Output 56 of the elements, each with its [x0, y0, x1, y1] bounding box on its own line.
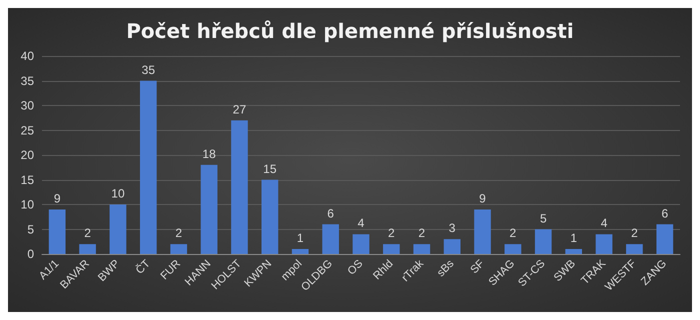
bar [656, 224, 674, 254]
bar [262, 180, 278, 254]
bar [352, 234, 370, 254]
y-tick-label: 5 [27, 222, 34, 236]
data-label: 10 [111, 186, 125, 200]
y-tick-label: 30 [20, 98, 34, 112]
bar [110, 204, 126, 254]
bar [504, 244, 522, 254]
bar [200, 164, 218, 254]
data-label: 6 [327, 206, 334, 220]
data-label: 6 [661, 206, 668, 220]
y-tick-label: 40 [20, 49, 34, 63]
bar [170, 244, 188, 254]
bar [322, 224, 339, 254]
data-label: 3 [448, 221, 456, 236]
data-label: 2 [84, 226, 92, 240]
bar [413, 244, 430, 254]
bar [383, 244, 400, 254]
bar [231, 120, 248, 254]
x-tick-label: SF [468, 258, 487, 276]
chart-title: Počet hřebců dle plemenné příslušnosti [126, 19, 574, 43]
data-label: 1 [570, 231, 578, 246]
x-tick-label: OS [346, 258, 366, 278]
data-label: 2 [175, 226, 182, 240]
bar [48, 209, 66, 254]
x-tick-label: sBs [434, 257, 457, 280]
y-tick-label: 15 [20, 172, 34, 187]
bar [596, 234, 612, 254]
data-label: 4 [600, 216, 608, 230]
data-label: 35 [142, 62, 156, 77]
y-tick-label: 35 [20, 74, 34, 88]
x-tick-label: ČT [133, 256, 153, 277]
bar [79, 244, 96, 254]
data-label: 2 [631, 226, 638, 240]
y-tick-label: 20 [20, 148, 34, 162]
y-tick-label: 25 [20, 123, 34, 138]
data-label: 4 [358, 216, 365, 230]
data-label: 9 [479, 191, 486, 206]
bar [565, 249, 582, 254]
data-label: 27 [232, 102, 246, 116]
data-label: 9 [54, 191, 61, 206]
data-label: 18 [202, 146, 216, 161]
bar [626, 244, 643, 254]
data-label: 2 [418, 226, 426, 240]
bar [140, 80, 157, 254]
bar [444, 239, 460, 254]
data-label: 2 [388, 226, 396, 240]
bar [534, 229, 552, 254]
y-tick-label: 0 [27, 247, 34, 261]
data-label: 2 [510, 226, 517, 240]
bar [292, 249, 309, 254]
y-tick-label: 10 [20, 198, 34, 212]
data-label: 15 [263, 162, 277, 176]
data-label: 1 [296, 231, 304, 246]
data-label: 5 [540, 211, 547, 226]
bar [474, 209, 491, 254]
